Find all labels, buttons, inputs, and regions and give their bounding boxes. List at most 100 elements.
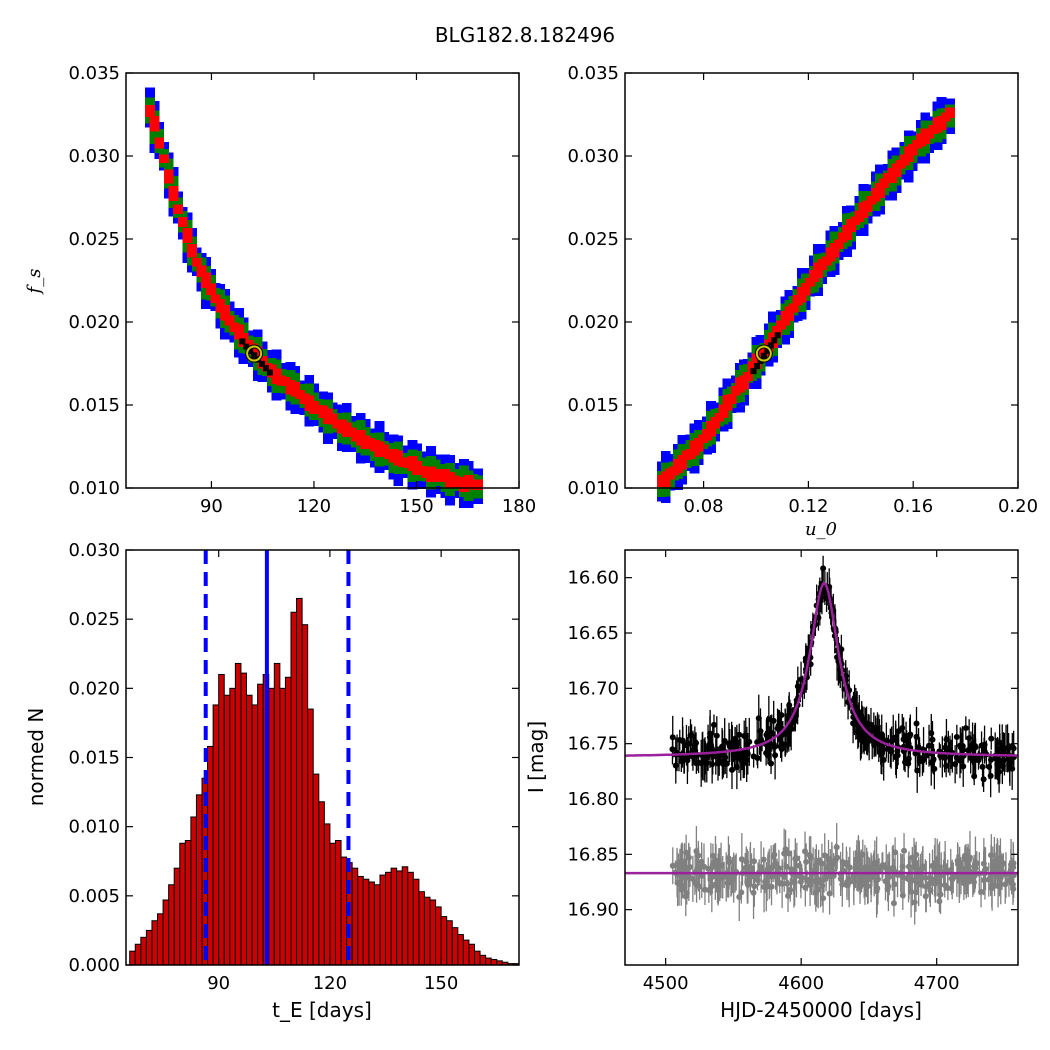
ticks-lightcurve: 4500 4600 4700 16.60 16.65 16.70 16.75 16.80 16.… — [567, 550, 1018, 994]
y-tick-label: 0.010 — [68, 478, 120, 499]
histogram-bar — [179, 842, 186, 966]
region-1sigma — [187, 244, 198, 258]
data-point — [926, 742, 933, 749]
histogram-bar — [279, 687, 286, 966]
data-point — [892, 754, 899, 761]
plot-area-u0-fs — [656, 97, 955, 503]
resid-point — [781, 850, 788, 857]
histogram-bar — [435, 906, 442, 966]
x-tick-label: 4600 — [778, 973, 824, 994]
resid-point — [797, 878, 804, 885]
region-1sigma — [879, 178, 889, 189]
data-point — [1009, 765, 1016, 772]
y-tick-label: 0.025 — [68, 229, 120, 250]
region-1sigma — [210, 294, 221, 304]
region-1sigma — [743, 372, 754, 381]
histogram-bar — [223, 694, 231, 966]
resid-point — [851, 872, 858, 879]
data-point — [716, 758, 723, 765]
region-1sigma — [772, 326, 782, 337]
y-tick-label: 0.015 — [68, 748, 120, 769]
region-best-pixel — [771, 337, 778, 344]
y-tick-label: 0.030 — [567, 146, 619, 167]
data-point — [913, 733, 920, 740]
y-tick-label: 16.75 — [567, 734, 619, 755]
data-point — [768, 760, 775, 767]
y-tick-label: 16.90 — [567, 900, 619, 921]
region-1sigma — [473, 479, 483, 490]
histogram-bar — [373, 884, 381, 966]
resid-point — [725, 855, 732, 862]
histogram-bar — [479, 954, 487, 966]
histogram-bar — [151, 920, 159, 966]
resid-point — [922, 874, 929, 881]
region-best-pixel — [262, 365, 269, 372]
data-point — [775, 722, 782, 729]
panel-tE-fs: 90 120 150 180 0.010 0.015 0.020 0.025 0.030 0.03… — [24, 63, 536, 517]
data-point — [1003, 745, 1010, 752]
histogram-bar — [284, 676, 292, 966]
region-1sigma — [800, 282, 811, 296]
histogram-bar — [190, 816, 197, 966]
resid-point — [929, 876, 936, 883]
y-tick-label: 16.60 — [567, 568, 619, 589]
x-tick-label: 4700 — [914, 973, 960, 994]
data-point — [883, 737, 890, 744]
data-point — [683, 742, 690, 749]
data-point — [987, 772, 994, 779]
data-point — [778, 712, 785, 719]
axes-frame — [624, 72, 1019, 489]
data-point — [966, 735, 973, 742]
resid-point — [811, 878, 818, 885]
histogram-bar — [145, 929, 153, 966]
panel-u0-fs: 0.08 0.12 0.16 0.20 0.010 0.015 0.020 0.025 0.03… — [567, 63, 1038, 540]
y-tick-label: 16.85 — [567, 844, 619, 865]
resid-point — [669, 862, 676, 869]
resid-point — [718, 862, 725, 869]
data-point — [930, 756, 937, 763]
region-best-pixel — [774, 332, 781, 339]
histogram-bar — [268, 687, 275, 966]
data-point — [900, 736, 907, 743]
region-1sigma — [145, 105, 155, 118]
data-point — [701, 756, 708, 763]
x-tick-label: 180 — [502, 496, 536, 517]
data-point — [971, 773, 978, 780]
data-point — [899, 724, 906, 731]
histogram-bar — [390, 867, 398, 966]
panel-tE-hist: 90 120 150 0.000 0.005 0.010 0.015 0.020 0.025 0.… — [24, 540, 520, 1022]
data-point — [691, 742, 698, 749]
resid-point — [863, 877, 870, 884]
y-tick-label: 16.70 — [567, 678, 619, 699]
y-tick-label: 0.025 — [567, 229, 619, 250]
resid-point — [792, 855, 799, 862]
histogram-bar — [157, 913, 164, 966]
data-point — [750, 753, 757, 760]
region-best-pixel — [764, 347, 771, 354]
x-tick-label: 90 — [200, 496, 223, 517]
histogram-bar — [307, 708, 314, 966]
resid-point — [689, 875, 696, 882]
region-1sigma — [290, 382, 301, 397]
region-1sigma — [833, 239, 844, 249]
resid-point — [747, 873, 754, 880]
data-point — [996, 768, 1003, 775]
region-best-pixel — [753, 363, 760, 370]
y-tick-label: 16.65 — [567, 623, 619, 644]
resid-point — [959, 867, 966, 874]
data-point — [880, 746, 887, 753]
data-point — [943, 736, 950, 743]
data-point — [892, 736, 899, 743]
x-tick-label: 0.16 — [893, 496, 933, 517]
resid-point — [707, 876, 714, 883]
data-point — [851, 694, 858, 701]
x-tick-label: 150 — [424, 973, 458, 994]
ticks-histogram: 90 120 150 0.000 0.005 0.010 0.015 0.020 0.025 0.… — [68, 540, 519, 994]
y-tick-label: 0.015 — [567, 395, 619, 416]
y-axis-label-fs: f_s — [24, 269, 45, 296]
histogram-bar — [401, 866, 409, 966]
resid-point — [988, 852, 995, 859]
histogram-bar — [251, 704, 259, 966]
resid-point — [890, 900, 897, 907]
